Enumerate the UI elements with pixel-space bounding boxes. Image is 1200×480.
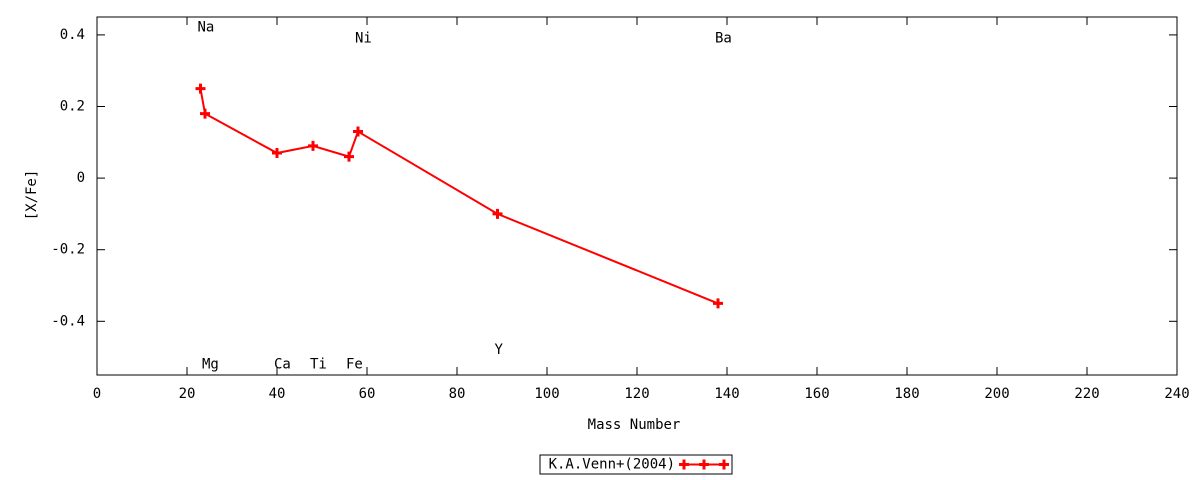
legend-marker [679,459,689,470]
marker-shape [713,298,723,309]
annotation: Na [198,20,215,36]
x-tick-label: 0 [93,386,101,402]
legend-label: K.A.Venn+(2004) [549,457,675,473]
x-tick-label: 60 [359,386,376,402]
marker-shape [699,459,709,470]
y-tick-label: 0.4 [60,27,85,43]
x-tick-label: 180 [894,386,919,402]
marker-shape [719,459,729,470]
x-tick-label: 80 [449,386,466,402]
y-tick-label: 0 [77,170,85,186]
annotation: Y [495,342,504,358]
x-tick-label: 200 [984,386,1009,402]
annotation: Ni [355,30,372,46]
marker-shape [195,83,206,94]
annotation: Ti [310,356,327,372]
x-tick-label: 20 [179,386,196,402]
x-axis-label: Mass Number [588,417,681,433]
annotation: Mg [202,356,219,372]
legend-marker [719,459,729,470]
annotation: Fe [346,356,363,372]
legend-box [539,454,733,475]
marker-shape [492,208,503,219]
x-tick-label: 220 [1074,386,1099,402]
marker-shape [308,140,318,151]
data-point [492,208,503,219]
legend-marker [699,459,709,470]
data-point [195,83,206,94]
x-tick-label: 100 [534,386,559,402]
y-axis-label: [X/Fe] [24,170,40,221]
x-tick-label: 120 [624,386,649,402]
data-point [713,298,723,309]
marker-shape [353,126,363,137]
marker-shape [200,108,210,119]
x-tick-label: 160 [804,386,829,402]
data-point [344,151,354,162]
y-tick-label: 0.2 [60,99,85,115]
marker-shape [679,459,689,470]
y-tick-label: -0.2 [51,242,85,258]
x-tick-label: 40 [269,386,286,402]
data-point [353,126,363,137]
x-tick-label: 140 [714,386,739,402]
annotation: Ba [715,30,732,46]
y-tick-label: -0.4 [51,313,85,329]
x-tick-label: 240 [1164,386,1189,402]
data-point [308,140,318,151]
data-point [200,108,210,119]
marker-shape [344,151,354,162]
marker-shape [272,148,282,159]
annotation: Ca [274,356,291,372]
series-line [199,88,719,305]
data-point [272,148,282,159]
